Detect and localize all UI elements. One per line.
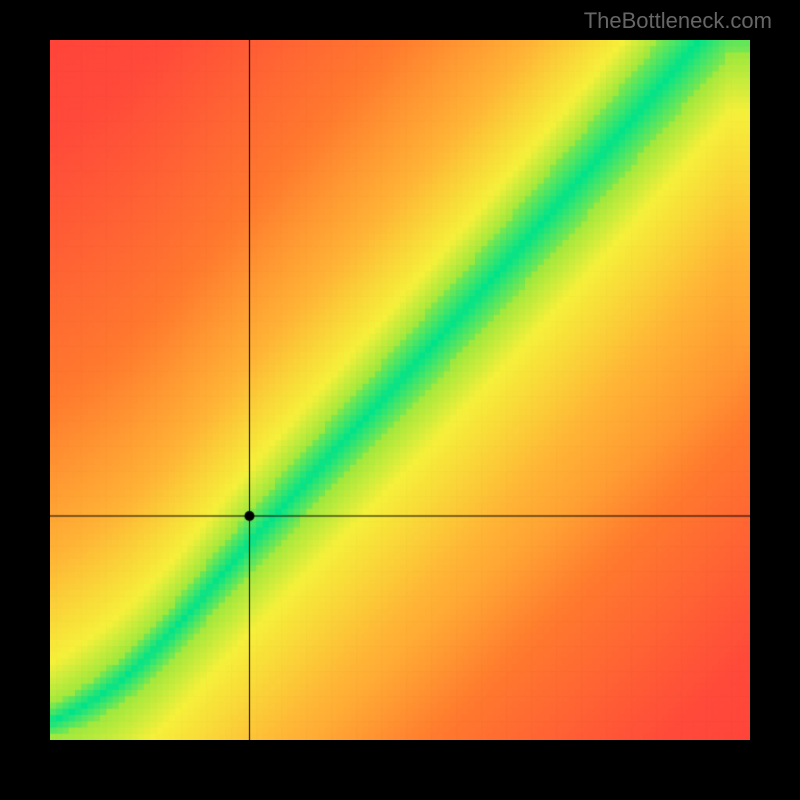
bottleneck-heatmap bbox=[50, 40, 750, 740]
watermark-text: TheBottleneck.com bbox=[584, 8, 772, 34]
heatmap-canvas bbox=[50, 40, 750, 740]
